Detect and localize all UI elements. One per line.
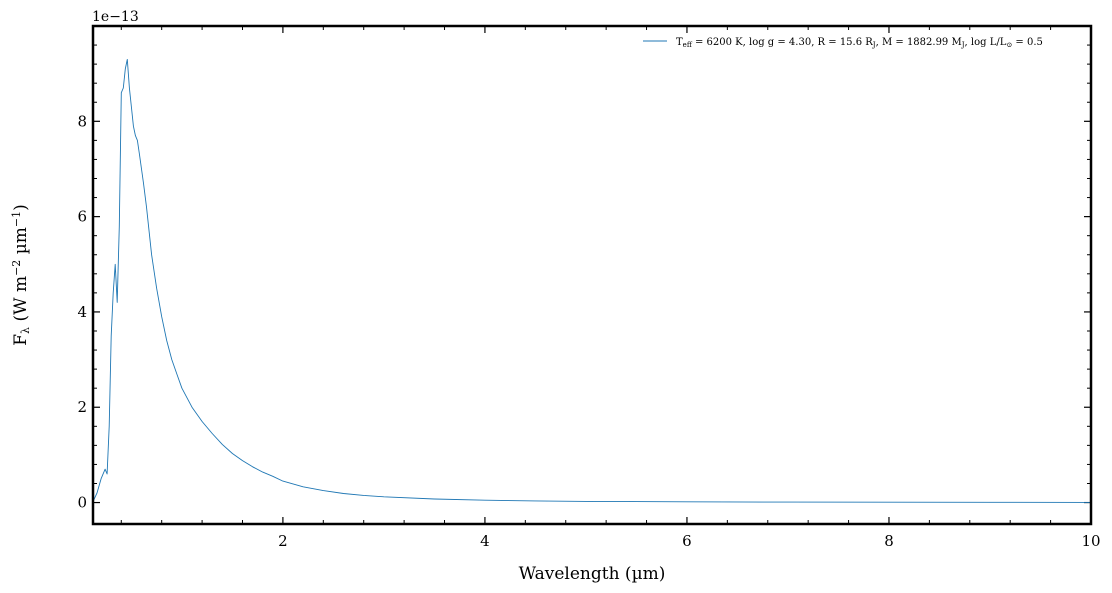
series-line — [92, 58, 1092, 503]
plot-frame — [91, 24, 1093, 526]
y-axis-label: Fλ (W m−2 µm−1) — [10, 204, 32, 345]
y-tick-label: 8 — [77, 112, 87, 130]
y-tick-label: 4 — [77, 303, 87, 321]
y-offset-label: 1e−13 — [92, 9, 139, 25]
x-tick-label: 6 — [682, 532, 692, 550]
plot-background — [93, 26, 1091, 524]
y-tick-label: 0 — [77, 494, 87, 512]
x-tick-label: 4 — [480, 532, 490, 550]
x-tick-label: 10 — [1081, 532, 1100, 550]
x-tick-label: 8 — [884, 532, 894, 550]
legend-entry: Teff = 6200 K, log g = 4.30, R = 15.6 RJ… — [676, 37, 1043, 49]
y-tick-label: 2 — [77, 398, 87, 416]
legend: Teff = 6200 K, log g = 4.30, R = 15.6 RJ… — [643, 37, 1043, 49]
x-axis-label: Wavelength (µm) — [519, 564, 666, 584]
x-tick-label: 2 — [278, 532, 288, 550]
y-tick-label: 6 — [77, 208, 87, 226]
